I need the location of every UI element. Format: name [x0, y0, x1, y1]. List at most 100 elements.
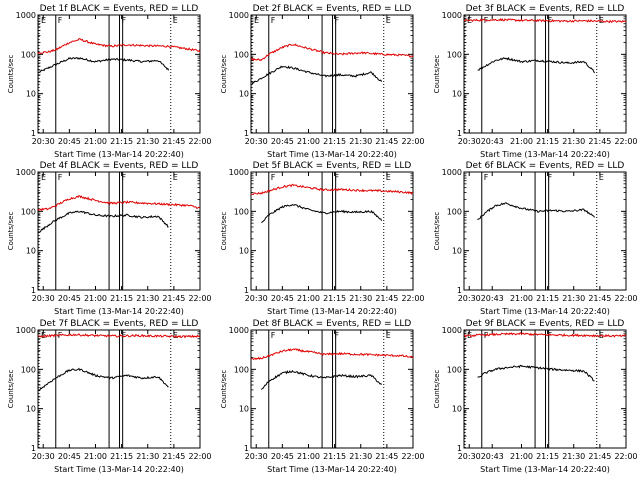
x-tick-label: 20:30 — [245, 294, 268, 303]
x-tick-label: 21:45 — [162, 294, 185, 303]
series-events-line — [477, 56, 596, 74]
x-tick-label: 20:45 — [271, 294, 294, 303]
x-tick-label: 21:00 — [510, 137, 533, 146]
y-tick-label: 1000 — [229, 11, 249, 20]
y-axis-label: Counts/sec — [433, 55, 441, 94]
series-events-line — [38, 57, 170, 73]
y-tick-label: 1000 — [229, 168, 249, 177]
panel-title: Det 4f BLACK = Events, RED = LLD — [40, 161, 199, 171]
x-tick-label: 21:45 — [162, 137, 185, 146]
x-tick-label: 20:30 — [458, 452, 481, 461]
series-lld-line — [37, 195, 201, 212]
plot-frame — [250, 171, 414, 291]
panel-det-1: Det 1f BLACK = Events, RED = LLD Counts/s… — [7, 4, 212, 159]
marker-label: E — [41, 173, 46, 182]
x-tick-label: 21:15 — [110, 294, 133, 303]
y-tick-label: 100 — [447, 207, 462, 216]
x-tick-label: 21:00 — [297, 137, 320, 146]
x-tick-label: 21:00 — [84, 452, 107, 461]
marker-label: F — [122, 16, 127, 25]
y-tick-label: 10 — [452, 90, 462, 99]
panel-title: Det 9f BLACK = Events, RED = LLD — [466, 319, 625, 329]
y-tick-label: 100 — [21, 365, 36, 374]
panel-title: Det 3f BLACK = Events, RED = LLD — [466, 4, 625, 14]
panel-title: Det 6f BLACK = Events, RED = LLD — [466, 161, 625, 171]
plot-frame — [37, 329, 201, 449]
series-events-line — [38, 367, 169, 392]
x-tick-label: 21:15 — [536, 137, 559, 146]
series-lld-line — [37, 333, 201, 339]
x-tick-label: 22:00 — [401, 137, 424, 146]
x-tick-label: 20:30 — [245, 137, 268, 146]
y-tick-label: 100 — [21, 207, 36, 216]
panel-title: Det 5f BLACK = Events, RED = LLD — [253, 161, 412, 171]
panel-det-3: Det 3f BLACK = Events, RED = LLD Counts/s… — [433, 4, 638, 159]
x-tick-label: 21:15 — [536, 452, 559, 461]
marker-label: F — [548, 173, 553, 182]
series-events-line — [477, 202, 596, 221]
x-tick-label: 21:15 — [323, 452, 346, 461]
marker-label: E — [599, 173, 604, 182]
x-tick-label: 21:00 — [510, 452, 533, 461]
y-tick-label: 100 — [21, 50, 36, 59]
y-axis-label: Counts/sec — [220, 370, 228, 409]
x-tick-label: 21:00 — [84, 137, 107, 146]
marker-label: F — [58, 331, 63, 340]
y-tick-label: 1 — [31, 444, 36, 453]
x-tick-label: 21:30 — [562, 294, 585, 303]
marker-label: F — [548, 331, 553, 340]
y-tick-label: 100 — [234, 207, 249, 216]
x-tick-label: 21:00 — [297, 294, 320, 303]
y-tick-label: 1000 — [442, 11, 462, 20]
marker-label: F — [271, 331, 276, 340]
x-tick-label: 21:15 — [110, 452, 133, 461]
plot-frame — [37, 14, 201, 134]
x-tick-label: 21:15 — [323, 137, 346, 146]
y-tick-label: 10 — [239, 247, 249, 256]
x-tick-label: 21:30 — [562, 137, 585, 146]
x-tick-label: 22:00 — [401, 452, 424, 461]
panel-det-5: Det 5f BLACK = Events, RED = LLD Counts/s… — [220, 161, 425, 316]
y-tick-label: 10 — [26, 247, 36, 256]
x-tick-label: 20:45 — [58, 137, 81, 146]
x-tick-label: 21:45 — [588, 452, 611, 461]
x-tick-label: 21:30 — [136, 294, 159, 303]
x-tick-label: 20:45 — [58, 452, 81, 461]
x-axis-label: Start Time (13-Mar-14 20:22:40) — [480, 465, 610, 474]
y-tick-label: 1 — [244, 286, 249, 295]
series-lld-line — [463, 17, 627, 24]
x-tick-label: 22:00 — [614, 452, 637, 461]
panel-title: Det 2f BLACK = Events, RED = LLD — [253, 4, 412, 14]
y-tick-label: 1000 — [229, 326, 249, 335]
plot-frame — [463, 14, 627, 134]
y-tick-label: 1 — [244, 444, 249, 453]
x-axis-label: Start Time (13-Mar-14 20:22:40) — [54, 465, 184, 474]
x-axis-label: Start Time (13-Mar-14 20:22:40) — [54, 150, 184, 159]
y-tick-label: 1 — [457, 444, 462, 453]
y-tick-label: 10 — [239, 405, 249, 414]
y-tick-label: 1000 — [16, 11, 36, 20]
marker-label: E — [386, 331, 391, 340]
x-tick-label: 20:45 — [271, 137, 294, 146]
marker-label: F — [548, 16, 553, 25]
marker-label: F — [335, 173, 340, 182]
y-tick-label: 1000 — [442, 168, 462, 177]
panel-det-2: Det 2f BLACK = Events, RED = LLD Counts/s… — [220, 4, 425, 159]
x-tick-label: 21:30 — [136, 137, 159, 146]
x-axis-label: Start Time (13-Mar-14 20:22:40) — [54, 307, 184, 316]
marker-label: E — [41, 16, 46, 25]
panel-det-7: Det 7f BLACK = Events, RED = LLD Counts/s… — [7, 319, 212, 474]
series-lld-line — [250, 348, 414, 361]
marker-label: E — [173, 173, 178, 182]
x-axis-label: Start Time (13-Mar-14 20:22:40) — [267, 307, 397, 316]
y-axis-label: Counts/sec — [433, 212, 441, 251]
x-tick-label: 21:00 — [510, 294, 533, 303]
y-tick-label: 1 — [244, 129, 249, 138]
x-tick-label: 20:30 — [32, 137, 55, 146]
panel-det-8: Det 8f BLACK = Events, RED = LLD Counts/s… — [220, 319, 425, 474]
y-tick-label: 10 — [239, 90, 249, 99]
series-events-line — [38, 210, 169, 234]
x-tick-label: 21:45 — [375, 294, 398, 303]
series-events-line — [261, 369, 382, 390]
